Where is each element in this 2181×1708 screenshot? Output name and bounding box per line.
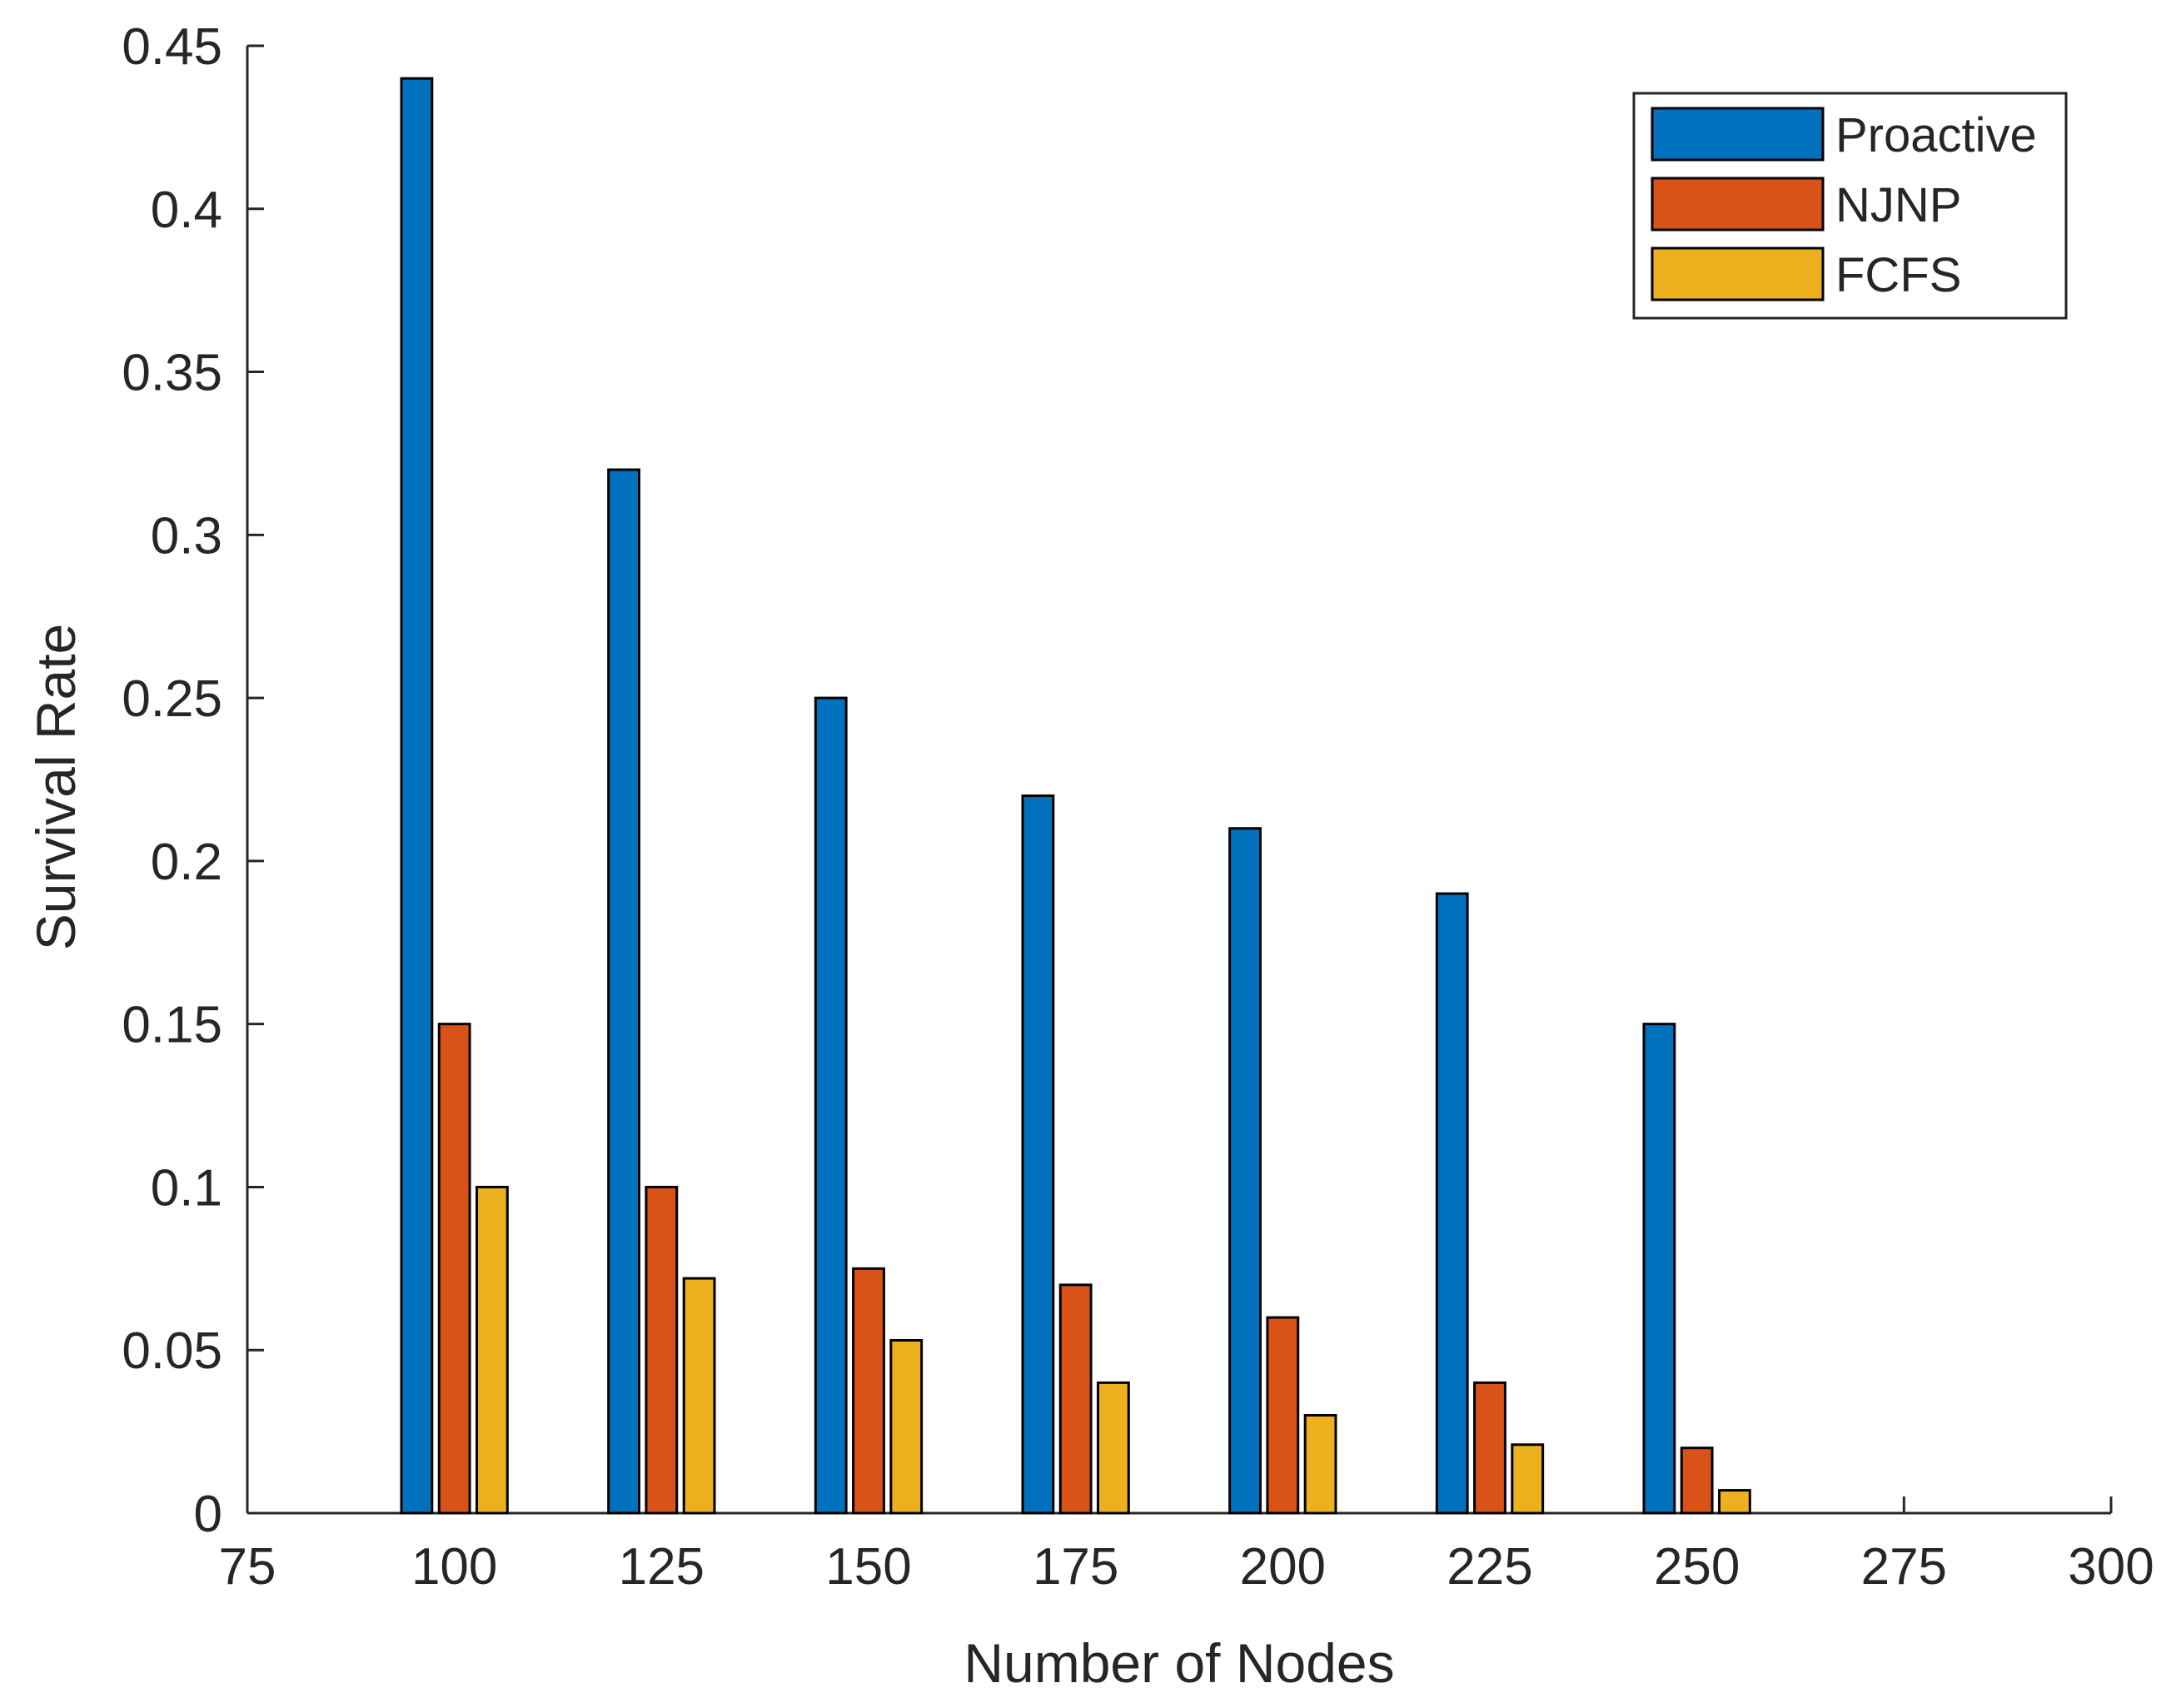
- bar-proactive-175: [1021, 794, 1055, 1515]
- y-axis-title: Survival Rate: [25, 624, 87, 951]
- bar-njnp-250: [1680, 1447, 1714, 1515]
- legend-swatch-proactive: [1651, 107, 1825, 162]
- y-tick-label: 0.2: [151, 834, 222, 891]
- bar-fcfs-125: [682, 1277, 716, 1515]
- x-tick-label: 225: [1447, 1538, 1532, 1596]
- legend-label-proactive: Proactive: [1835, 108, 2037, 162]
- legend-swatch-njnp: [1651, 177, 1825, 232]
- x-tick-label: 150: [825, 1538, 911, 1596]
- bar-proactive-125: [607, 468, 640, 1515]
- y-tick-label: 0.1: [151, 1159, 222, 1217]
- y-tick-label: 0.15: [122, 997, 222, 1054]
- y-tick-label: 0: [194, 1486, 222, 1543]
- x-tick-label: 200: [1240, 1538, 1326, 1596]
- x-tick-label: 175: [1033, 1538, 1118, 1596]
- x-tick-label: 300: [2068, 1538, 2154, 1596]
- bar-proactive-225: [1435, 892, 1469, 1515]
- bar-fcfs-225: [1511, 1443, 1545, 1515]
- y-tick-label: 0.25: [122, 670, 222, 728]
- bar-njnp-125: [645, 1185, 679, 1515]
- x-tick-label: 250: [1654, 1538, 1740, 1596]
- bar-proactive-100: [400, 77, 434, 1515]
- bar-fcfs-200: [1303, 1414, 1337, 1515]
- bar-fcfs-250: [1718, 1489, 1751, 1515]
- bar-fcfs-175: [1097, 1381, 1130, 1515]
- legend-label-fcfs: FCFS: [1835, 248, 1961, 302]
- bars: [400, 77, 1751, 1515]
- bar-njnp-200: [1266, 1316, 1300, 1515]
- bar-fcfs-100: [476, 1185, 509, 1515]
- bar-njnp-175: [1058, 1283, 1093, 1515]
- bar-proactive-150: [814, 696, 848, 1515]
- bar-proactive-250: [1642, 1023, 1676, 1515]
- bar-proactive-200: [1228, 827, 1262, 1515]
- x-tick-label: 100: [411, 1538, 497, 1596]
- bar-njnp-150: [852, 1267, 885, 1515]
- x-tick-label: 275: [1861, 1538, 1947, 1596]
- x-tick-label: 125: [619, 1538, 705, 1596]
- y-tick-label: 0.4: [151, 182, 222, 239]
- x-axis-title: Number of Nodes: [964, 1632, 1394, 1694]
- bar-fcfs-150: [889, 1338, 924, 1515]
- y-tick-label: 0.05: [122, 1322, 222, 1380]
- bar-njnp-225: [1473, 1381, 1506, 1515]
- bar-njnp-100: [437, 1023, 471, 1515]
- y-tick-label: 0.3: [151, 507, 222, 565]
- legend-label-njnp: NJNP: [1835, 178, 1961, 232]
- y-tick-label: 0.35: [122, 345, 222, 402]
- x-tick-label: 75: [219, 1538, 276, 1596]
- legend-swatch-fcfs: [1651, 246, 1825, 301]
- tick-labels: 0 0.05 0.1 0.15 0.2 0.25 0.3 0.35 0.4 0.45 75 100 12…: [122, 18, 2154, 1596]
- legend: Proactive NJNP FCFS: [1632, 92, 2068, 320]
- y-tick-label: 0.45: [122, 18, 222, 76]
